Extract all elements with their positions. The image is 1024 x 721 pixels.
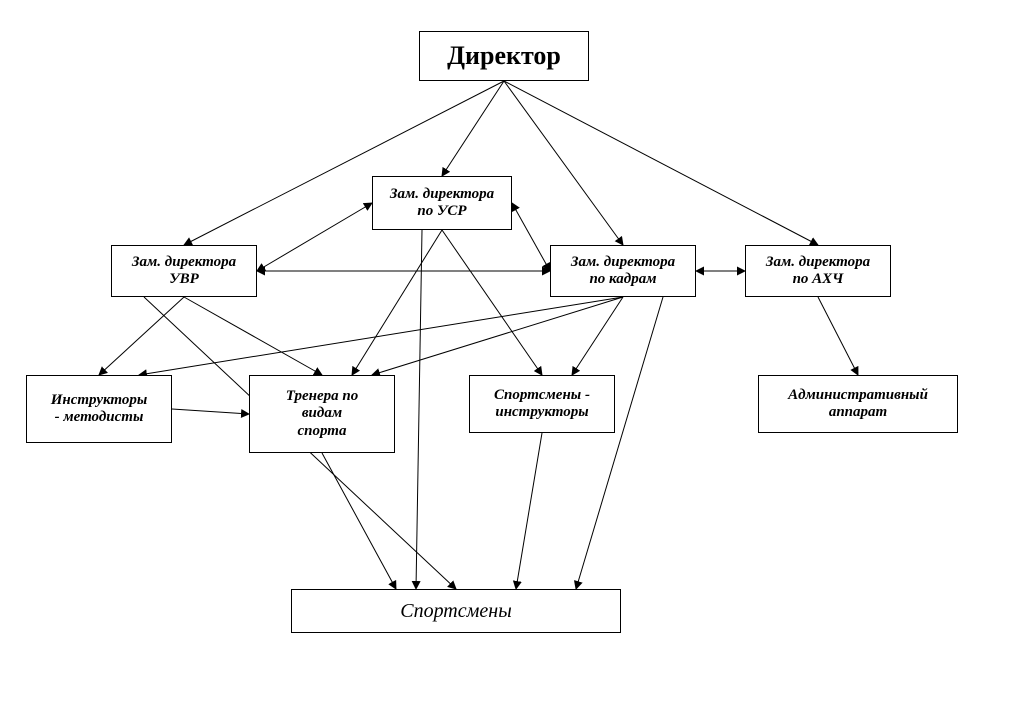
node-label: Директор: [447, 41, 561, 71]
node-zam-uvr: Зам. директора УВР: [111, 245, 257, 297]
node-label: Зам. директора по кадрам: [571, 254, 675, 289]
edge: [516, 433, 542, 589]
node-trenera: Тренера по видам спорта: [249, 375, 395, 453]
edge: [442, 230, 542, 375]
edge: [257, 203, 372, 271]
node-label: Тренера по видам спорта: [286, 388, 359, 440]
edge: [576, 297, 663, 589]
edge: [352, 230, 442, 375]
node-label: Спортсмены - инструкторы: [494, 387, 590, 422]
edge: [504, 81, 623, 245]
node-zam-ahch: Зам. директора по АХЧ: [745, 245, 891, 297]
node-zam-usr: Зам. директора по УСР: [372, 176, 512, 230]
edge: [512, 203, 550, 271]
edge: [139, 297, 623, 375]
node-label: Зам. директора по АХЧ: [766, 254, 870, 289]
edge: [442, 81, 504, 176]
org-chart-canvas: Директор Зам. директора по УСР Зам. дире…: [0, 0, 1024, 721]
node-admin-apparat: Административный аппарат: [758, 375, 958, 433]
edge: [416, 230, 422, 589]
node-label: Административный аппарат: [788, 387, 928, 422]
node-instruktory-metodisty: Инструкторы - методисты: [26, 375, 172, 443]
node-label: Зам. директора УВР: [132, 254, 236, 289]
node-sportsmeny: Спортсмены: [291, 589, 621, 633]
node-zam-kadry: Зам. директора по кадрам: [550, 245, 696, 297]
edge: [818, 297, 858, 375]
node-label: Спортсмены: [400, 600, 512, 623]
node-director: Директор: [419, 31, 589, 81]
edge: [172, 409, 249, 414]
edge: [372, 297, 623, 375]
edge: [572, 297, 623, 375]
edge: [99, 297, 184, 375]
edge: [504, 81, 818, 245]
node-label: Инструкторы - методисты: [51, 392, 148, 427]
node-sportsmeny-instruktory: Спортсмены - инструкторы: [469, 375, 615, 433]
edge: [184, 297, 322, 375]
edge: [322, 453, 396, 589]
node-label: Зам. директора по УСР: [390, 186, 494, 221]
